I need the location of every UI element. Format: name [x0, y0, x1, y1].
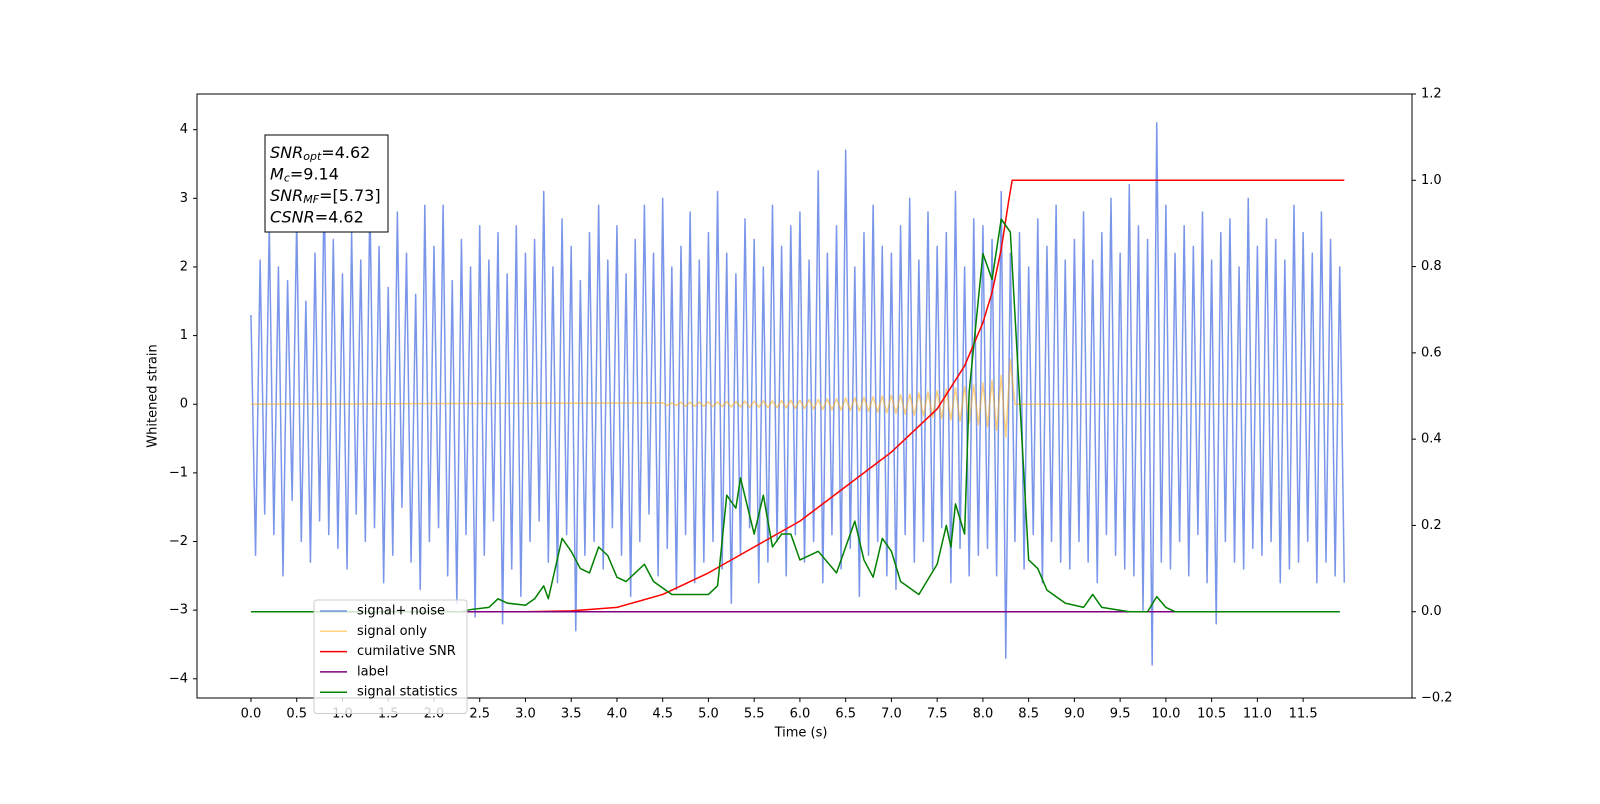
x-tick-label: 0.5: [286, 707, 307, 722]
plot-area: [250, 122, 1346, 666]
legend-label: signal statistics: [357, 685, 458, 700]
y-tick-label: −4: [169, 671, 188, 686]
annotation-text: SNRMF=[5.73]: [270, 186, 381, 207]
x-tick-label: 6.5: [835, 707, 856, 722]
x-tick-label: 4.5: [652, 707, 673, 722]
y-axis-label: Whitened strain: [146, 344, 161, 447]
annotation-text: Mc=9.14: [270, 164, 339, 185]
y-tick-label: 0: [180, 397, 188, 412]
x-tick-label: 3.5: [561, 707, 582, 722]
annotation-text: CSNR=4.62: [270, 207, 364, 226]
series-line: [250, 122, 1346, 666]
x-tick-label: 6.0: [790, 707, 811, 722]
x-tick-label: 8.5: [1018, 707, 1039, 722]
x-tick-label: 3.0: [515, 707, 536, 722]
legend: signal+ noise signal only cumilative SNR la…: [313, 599, 468, 714]
y2-tick-label: 0.8: [1421, 259, 1442, 274]
y-tick-label: 2: [180, 259, 188, 274]
annotation-symbol: CSNR: [270, 207, 315, 226]
y2-tick-label: 0.2: [1421, 518, 1442, 533]
x-tick-label: 10.5: [1197, 707, 1226, 722]
y-tick-label: −2: [169, 534, 188, 549]
y-tick-label: 4: [180, 122, 188, 137]
legend-label: cumilative SNR: [357, 644, 456, 659]
legend-label: signal+ noise: [357, 604, 445, 619]
y-tick-label: −1: [169, 465, 188, 480]
x-tick-label: 9.0: [1064, 707, 1085, 722]
annotation-value: =[5.73]: [319, 186, 381, 205]
x-tick-label: 8.0: [973, 707, 994, 722]
x-tick-label: 9.5: [1110, 707, 1131, 722]
annotation-value: =4.62: [315, 207, 364, 226]
series-line: [250, 179, 1345, 613]
y2-tick-label: 0.6: [1421, 345, 1442, 360]
x-tick-label: 5.5: [744, 707, 765, 722]
x-tick-label: 0.0: [241, 707, 262, 722]
series-line: [250, 218, 1340, 613]
y2-tick-label: 1.2: [1421, 87, 1442, 102]
y2-tick-label: −0.2: [1421, 691, 1453, 706]
x-tick-label: 10.0: [1151, 707, 1180, 722]
axes-frame: [196, 93, 1413, 699]
x-tick-label: 11.5: [1289, 707, 1318, 722]
x-tick-label: 11.0: [1243, 707, 1272, 722]
y2-tick-label: 0.4: [1421, 432, 1442, 447]
annotation-symbol: SNR: [270, 143, 303, 162]
y2-tick-label: 1.0: [1421, 173, 1442, 188]
annotation-subscript: MF: [303, 193, 319, 206]
x-axis-label: Time (s): [774, 726, 828, 741]
annotation-subscript: c: [284, 172, 290, 185]
x-tick-label: 2.5: [469, 707, 490, 722]
x-tick-label: 7.0: [881, 707, 902, 722]
y-tick-label: −3: [169, 603, 188, 618]
legend-frame: [313, 599, 468, 714]
y-tick-label: 1: [180, 328, 188, 343]
legend-label: label: [357, 664, 388, 679]
x-tick-label: 4.0: [607, 707, 628, 722]
x-tick-label: 7.5: [927, 707, 948, 722]
legend-label: signal only: [357, 624, 427, 639]
annotation-subscript: opt: [303, 150, 322, 163]
annotation-frame: [264, 134, 389, 233]
annotation-symbol: M: [270, 164, 284, 183]
y2-tick-label: 0.0: [1421, 604, 1442, 619]
annotation-symbol: SNR: [270, 186, 303, 205]
x-tick-label: 5.0: [698, 707, 719, 722]
y-tick-label: 3: [180, 191, 188, 206]
annotation-text: SNRopt=4.62: [270, 143, 370, 164]
annotation-value: =9.14: [290, 164, 339, 183]
series-line: [250, 358, 1345, 438]
annotation-value: =4.62: [321, 143, 370, 162]
